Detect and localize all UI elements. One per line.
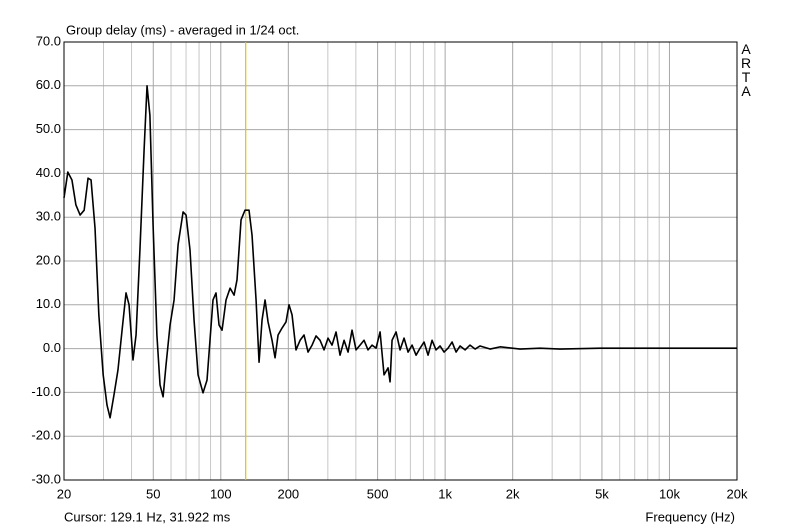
data-line [63, 85, 737, 419]
x-tick-label: 20k [727, 486, 748, 501]
cursor-readout: Cursor: 129.1 Hz, 31.922 ms [64, 509, 231, 524]
x-axis-label: Frequency (Hz) [645, 509, 735, 524]
x-tick-label: 2k [506, 486, 520, 501]
y-tick-label: 20.0 [36, 252, 61, 267]
brand: ARTA [740, 41, 752, 99]
x-tick-label: 5k [595, 486, 609, 501]
y-tick-label: 50.0 [36, 121, 61, 136]
plot-frame [63, 41, 738, 481]
y-tick-label: 40.0 [36, 165, 61, 180]
x-tick-label: 50 [146, 486, 160, 501]
y-tick-label: -20.0 [31, 428, 61, 443]
x-tick-label: 20 [57, 486, 71, 501]
x-tick-label: 1k [438, 486, 452, 501]
y-tick-label: 60.0 [36, 77, 61, 92]
y-tick-label: -30.0 [31, 471, 61, 486]
y-tick-label: -10.0 [31, 384, 61, 399]
x-tick-label: 10k [659, 486, 680, 501]
y-tick-label: 0.0 [43, 340, 61, 355]
x-tick-label: 200 [277, 486, 299, 501]
chart-title: Group delay (ms) - averaged in 1/24 oct. [66, 22, 299, 37]
y-tick-label: 70.0 [36, 33, 61, 48]
y-tick-label: 10.0 [36, 296, 61, 311]
y-tick-label: 30.0 [36, 209, 61, 224]
x-tick-label: 500 [367, 486, 389, 501]
x-tick-label: 100 [210, 486, 232, 501]
